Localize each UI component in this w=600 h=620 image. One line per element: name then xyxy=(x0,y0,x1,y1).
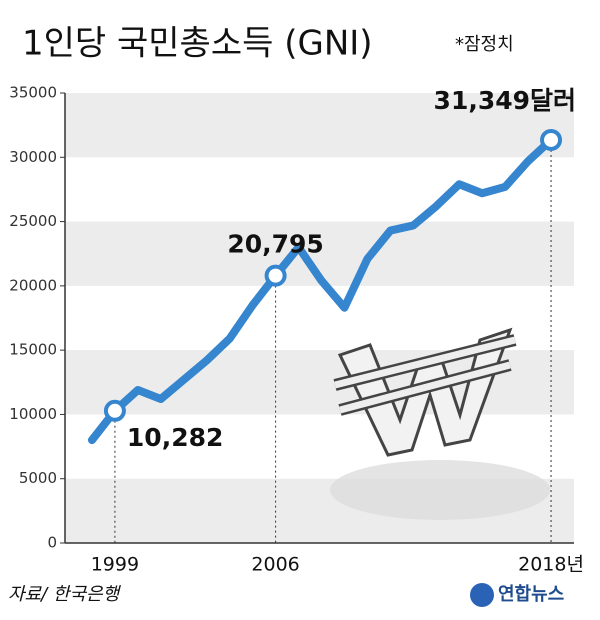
y-tick-label: 0 xyxy=(47,534,57,552)
line xyxy=(87,135,556,445)
x-tick-label: 2006 xyxy=(251,554,299,576)
y-tick-label: 5000 xyxy=(19,469,57,487)
y-tick-label: 10000 xyxy=(9,405,57,423)
y-tick-label: 25000 xyxy=(9,212,57,230)
grid-band xyxy=(65,93,574,158)
value-label: 31,349달러 xyxy=(434,86,576,115)
y-tick-label: 20000 xyxy=(9,276,57,294)
x-tick-label: 1999 xyxy=(91,554,139,576)
note: *잠정치 xyxy=(455,34,514,55)
y-tick-label: 35000 xyxy=(9,84,57,102)
chart-title: 1인당 국민총소득 (GNI) xyxy=(22,24,373,64)
source: 자료/ 한국은행 xyxy=(8,584,122,605)
logo-icon xyxy=(470,583,494,607)
plot-area: 0 5000 10000 15000 20000 25000 30000 35000 1999 2… xyxy=(9,84,584,576)
y-tick-label: 15000 xyxy=(9,341,57,359)
point-marker xyxy=(103,399,126,422)
value-label: 20,795 xyxy=(227,230,323,259)
x-tick-label: 2018년 xyxy=(518,554,584,576)
logo: 연합뉴스 xyxy=(498,583,564,605)
won-illustration xyxy=(330,327,550,520)
y-tick-label: 30000 xyxy=(9,148,57,166)
point-marker xyxy=(540,128,563,151)
point-marker xyxy=(264,264,287,287)
value-label: 10,282 xyxy=(127,423,223,452)
